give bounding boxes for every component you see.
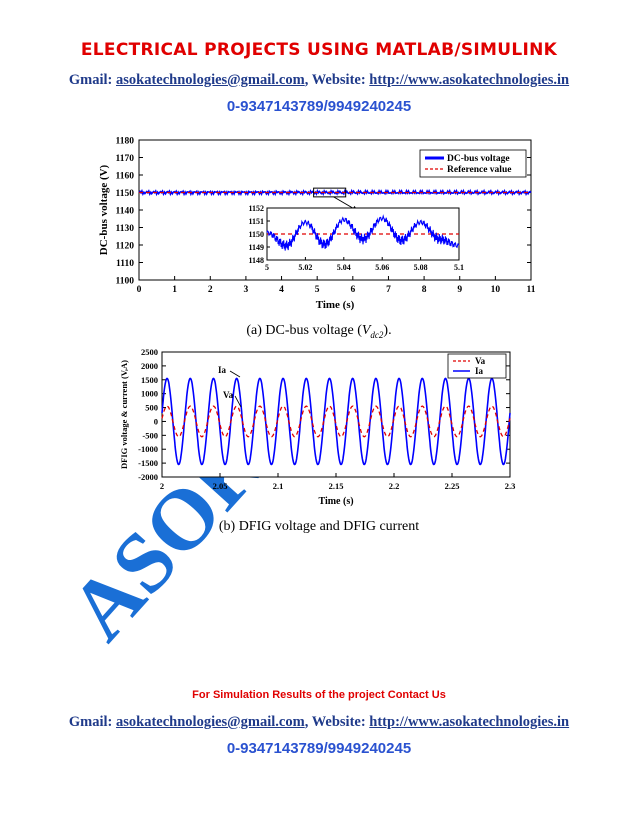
y-tick-label-a: 1160 [116, 172, 135, 182]
x-tick-label-a: 1 [172, 285, 177, 295]
x-tick-label-a: 0 [137, 285, 142, 295]
y-tick-label-a: 1110 [116, 259, 134, 269]
series-dc-bus-voltage [138, 188, 532, 197]
y-axis-label-a: DC-bus voltage (V) [98, 164, 110, 255]
y-tick-label-b: -1500 [138, 458, 158, 468]
y-tick-label-b: 1500 [141, 375, 158, 385]
inset-series-dc-bus-voltage [266, 214, 460, 251]
x-tick-label-b: 2 [160, 481, 164, 491]
annotation-ia: Ia [218, 365, 227, 375]
inset-y-tick-label: 1148 [248, 256, 264, 265]
banner-title: ELECTRICAL PROJECTS USING MATLAB/SIMULIN… [80, 40, 558, 60]
x-tick-label-b: 2.1 [273, 481, 284, 491]
email-link[interactable]: asokatechnologies@gmail.com [116, 72, 305, 88]
series-ia [161, 377, 511, 466]
footer-website-label: , Website: [304, 714, 366, 730]
x-tick-label-a: 9 [457, 285, 462, 295]
x-tick-label-a: 11 [527, 285, 536, 295]
legend-a-label-2: Reference value [447, 165, 511, 175]
x-tick-label-b: 2.3 [505, 481, 516, 491]
x-tick-label-a: 5 [315, 285, 320, 295]
footer-note: For Simulation Results of the project Co… [192, 689, 446, 701]
legend-a [419, 149, 527, 178]
y-tick-label-b: 500 [145, 403, 158, 413]
footer-email-link[interactable]: asokatechnologies@gmail.com [116, 714, 305, 730]
x-tick-label-a: 6 [350, 285, 355, 295]
caption-a-suffix: ). [383, 323, 392, 338]
gmail-label: Gmail: [68, 72, 113, 88]
inset-y-tick-label: 1151 [248, 217, 264, 226]
website-label: , Website: [304, 72, 366, 88]
y-tick-label-b: 0 [154, 416, 158, 426]
y-tick-label-a: 1170 [116, 154, 135, 164]
legend-b-label-va: Va [475, 356, 486, 366]
inset-x-tick-label: 5.02 [298, 263, 312, 272]
y-tick-label-a: 1150 [116, 189, 135, 199]
annotation-ia-arrow [229, 370, 241, 378]
x-axis-label-b: Time (s) [318, 496, 353, 507]
x-tick-label-a: 4 [279, 285, 284, 295]
chart-b-caption: (b) DFIG voltage and DFIG current [218, 519, 420, 534]
annotation-va: Va [223, 390, 234, 400]
y-tick-label-a: 1120 [116, 242, 135, 252]
inset-x-tick-label: 5.06 [375, 263, 389, 272]
caption-a-symbol: V [361, 323, 371, 338]
inset-x-tick-label: 5 [265, 263, 269, 272]
chart-a-caption: (a) DC-bus voltage (Vdc2). [0, 323, 638, 340]
x-tick-label-b: 2.2 [389, 481, 400, 491]
annotation-va-arrow [234, 395, 242, 408]
x-axis-label-a: Time (s) [316, 299, 355, 311]
x-tick-label-a: 3 [244, 285, 249, 295]
caption-a-prefix: (a) DC-bus voltage ( [246, 323, 362, 338]
website-link[interactable]: http://www.asokatechnologies.in [369, 72, 570, 88]
x-tick-label-a: 8 [422, 285, 427, 295]
y-axis-label-b: DFIG voltage & current (V,A) [119, 360, 129, 469]
y-tick-label-a: 1130 [116, 224, 135, 234]
y-tick-label-b: -1000 [138, 444, 158, 454]
y-tick-label-b: -500 [142, 430, 158, 440]
caption-a-sub: dc2 [370, 329, 384, 340]
x-tick-label-b: 2.05 [213, 481, 228, 491]
header-contact-line: Gmail: asokatechnologies@gmail.com, Webs… [0, 72, 638, 89]
x-tick-label-a: 10 [491, 285, 501, 295]
footer-contact-line: Gmail: asokatechnologies@gmail.com, Webs… [0, 714, 638, 731]
zoom-box [313, 187, 347, 198]
inset-y-tick-label: 1149 [248, 243, 264, 252]
y-tick-label-a: 1180 [116, 137, 135, 147]
x-tick-label-b: 2.15 [329, 481, 344, 491]
y-tick-label-a: 1140 [116, 207, 135, 217]
legend-b [447, 353, 507, 379]
y-tick-label-b: 2000 [141, 361, 158, 371]
legend-b-label-ia: Ia [475, 366, 484, 376]
inset-x-tick-label: 5.1 [454, 263, 464, 272]
dfig-voltage-current-chart: -2000 -1500 -1000 -500 0 500 1000 1500 2000 2500 2… [119, 347, 516, 507]
inset-x-tick-label: 5.08 [414, 263, 428, 272]
footer-website-link[interactable]: http://www.asokatechnologies.in [369, 714, 570, 730]
inset-y-tick-label: 1150 [248, 230, 264, 239]
y-tick-label-b: 1000 [141, 389, 158, 399]
inset-y-tick-label: 1152 [248, 204, 264, 213]
x-tick-label-a: 7 [386, 285, 391, 295]
inset-x-tick-label: 5.04 [337, 263, 351, 272]
header-phone: 0-9347143789/9949240245 [226, 98, 412, 115]
footer-gmail-label: Gmail: [68, 714, 113, 730]
y-tick-label-a: 1100 [116, 277, 135, 287]
y-tick-label-b: 2500 [141, 347, 158, 357]
x-tick-label-b: 2.25 [445, 481, 460, 491]
footer-phone: 0-9347143789/9949240245 [226, 740, 412, 757]
x-tick-label-a: 2 [208, 285, 213, 295]
legend-a-label-1: DC-bus voltage [447, 154, 510, 164]
y-tick-label-b: -2000 [138, 472, 158, 482]
